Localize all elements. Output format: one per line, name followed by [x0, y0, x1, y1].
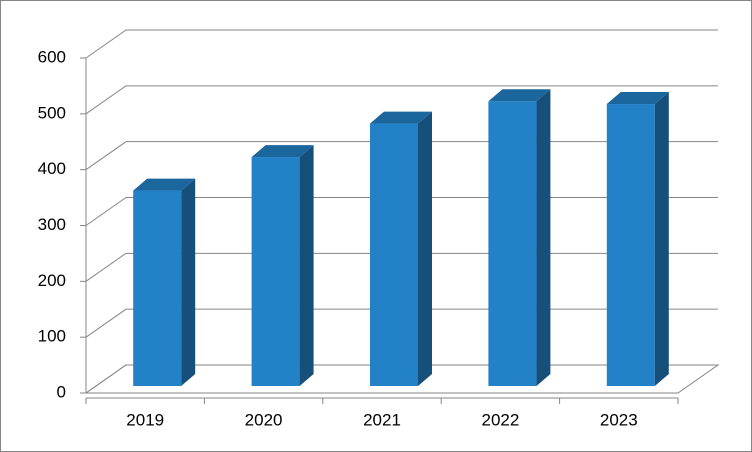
y-tick-label: 0: [57, 382, 66, 401]
x-tick-label: 2020: [245, 410, 283, 429]
bar-top: [251, 145, 314, 158]
x-tick-label: 2023: [600, 410, 638, 429]
y-tick-label: 600: [38, 47, 66, 66]
bar-top: [370, 111, 432, 124]
bar-side: [181, 178, 196, 386]
bar-top: [606, 92, 669, 105]
y-tick-label: 200: [38, 271, 66, 290]
grid-line: [85, 85, 718, 115]
bar-top: [488, 89, 551, 102]
y-tick-label: 100: [38, 327, 66, 346]
bar: [133, 190, 182, 386]
y-tick-label: 500: [38, 103, 66, 122]
bar-side: [654, 92, 669, 387]
grid-line: [85, 29, 718, 59]
y-tick-label: 300: [38, 215, 66, 234]
bar-side: [418, 111, 432, 386]
bar-side: [536, 89, 551, 386]
bar: [251, 157, 300, 386]
x-tick-label: 2019: [126, 410, 164, 429]
bar-side: [299, 145, 314, 386]
y-tick-label: 400: [38, 159, 66, 178]
bar: [606, 104, 655, 387]
x-tick-label: 2021: [363, 410, 401, 429]
bar: [370, 123, 418, 386]
bar-top: [133, 178, 196, 191]
bar: [488, 101, 537, 386]
x-tick-label: 2022: [481, 410, 519, 429]
